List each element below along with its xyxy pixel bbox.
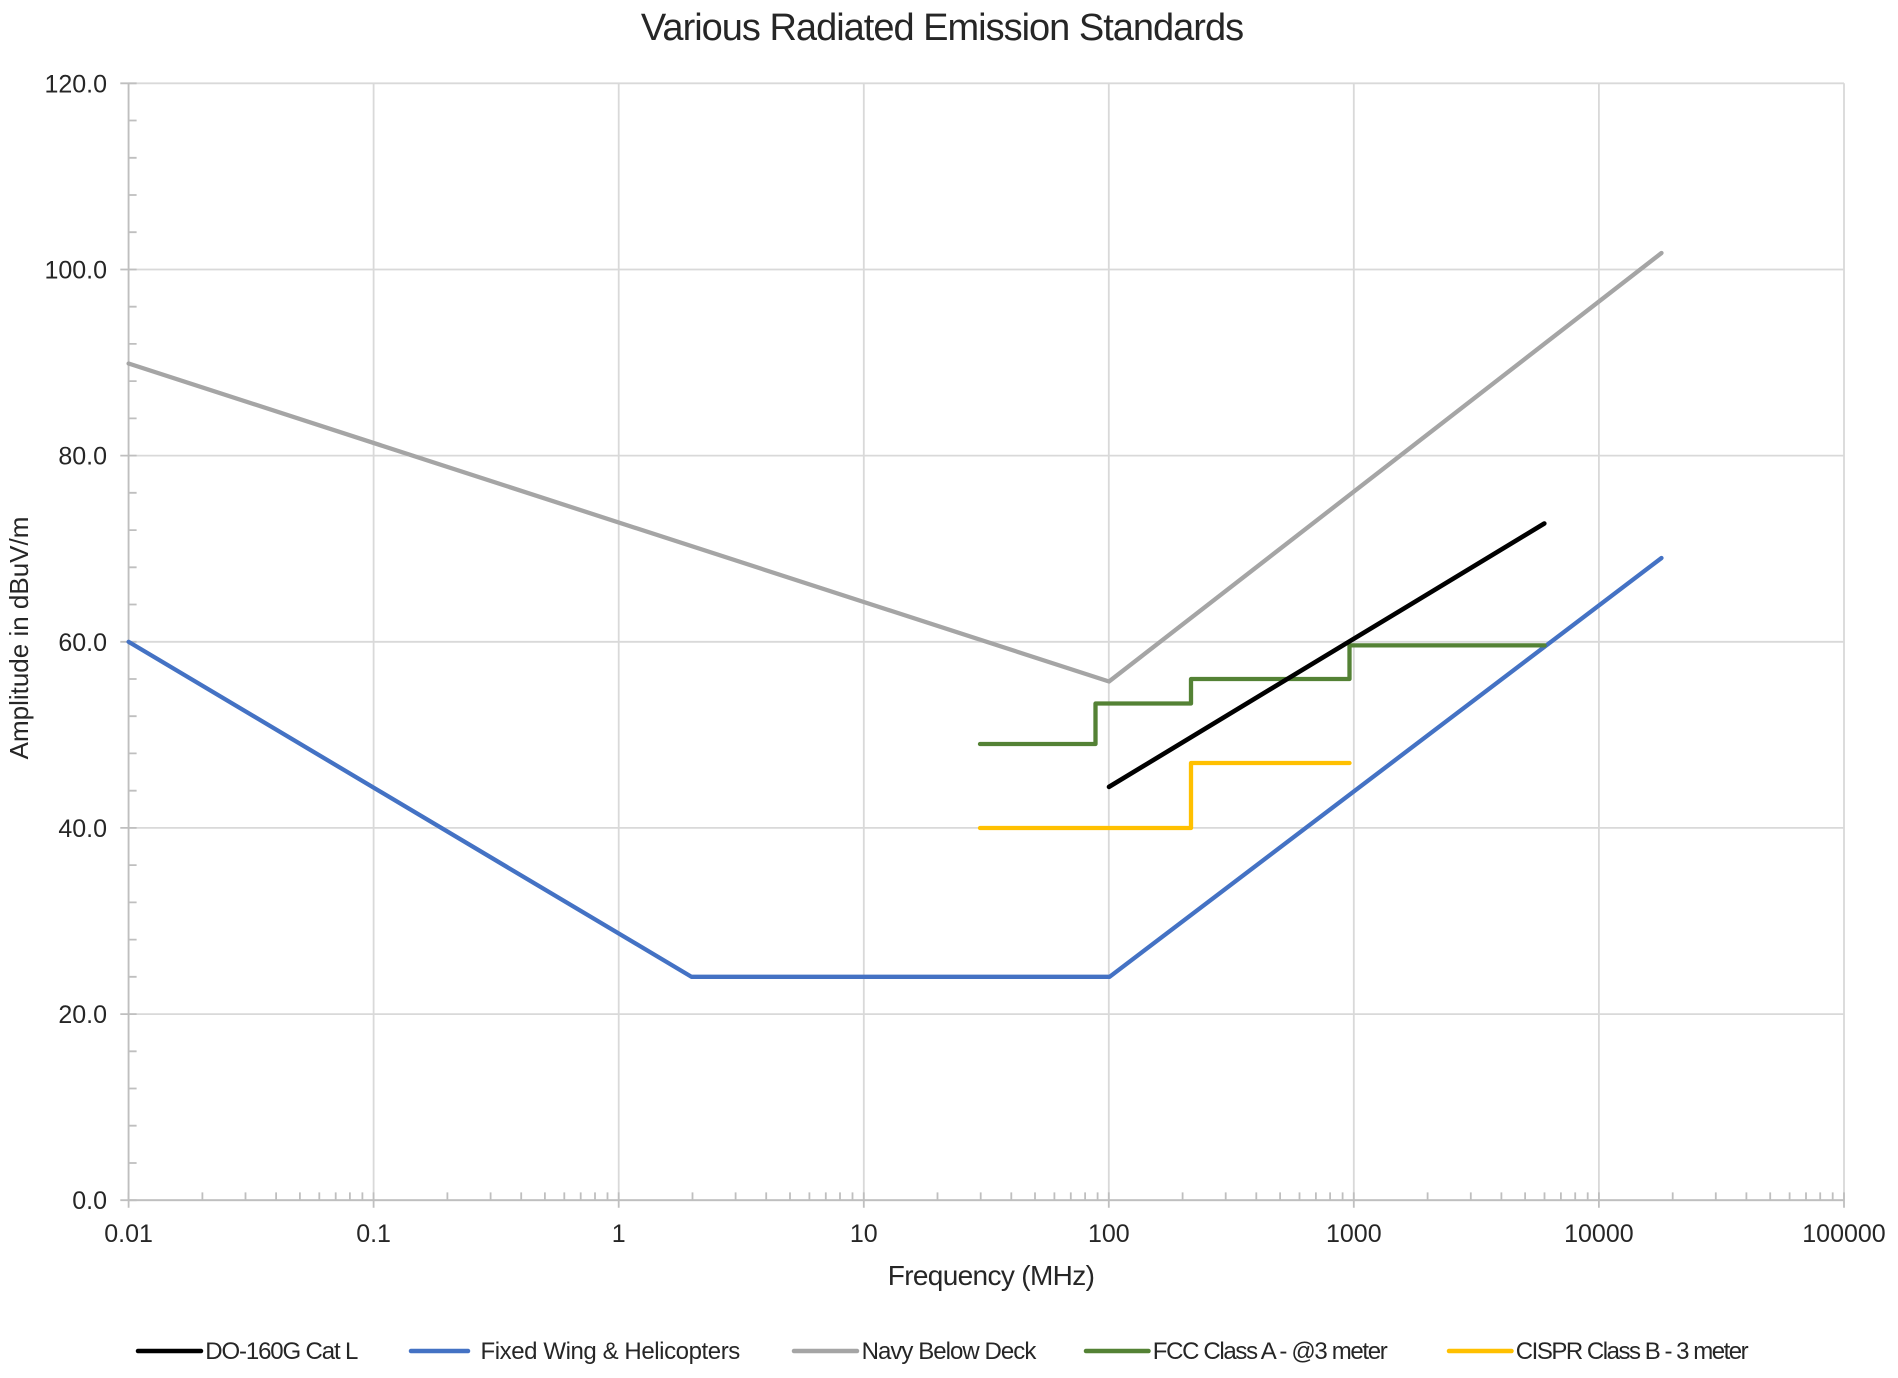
svg-text:Amplitude in dBuV/m: Amplitude in dBuV/m xyxy=(4,517,34,760)
svg-text:80.0: 80.0 xyxy=(58,443,107,471)
svg-text:100: 100 xyxy=(1088,1220,1130,1248)
svg-text:Fixed Wing & Helicopters: Fixed Wing & Helicopters xyxy=(481,1338,741,1365)
svg-text:Navy Below Deck: Navy Below Deck xyxy=(862,1338,1038,1365)
svg-text:Frequency (MHz): Frequency (MHz) xyxy=(888,1260,1095,1291)
svg-text:DO-160G Cat L: DO-160G Cat L xyxy=(205,1338,358,1365)
svg-text:0.0: 0.0 xyxy=(72,1187,107,1215)
svg-text:0.01: 0.01 xyxy=(104,1220,153,1248)
svg-text:100.0: 100.0 xyxy=(44,257,107,285)
svg-text:FCC Class A - @3 meter: FCC Class A - @3 meter xyxy=(1153,1338,1388,1365)
svg-text:Various Radiated Emission Stan: Various Radiated Emission Standards xyxy=(641,7,1243,49)
svg-text:100000: 100000 xyxy=(1802,1220,1885,1248)
svg-text:60.0: 60.0 xyxy=(58,629,107,657)
svg-text:0.1: 0.1 xyxy=(356,1220,391,1248)
svg-text:120.0: 120.0 xyxy=(44,70,107,98)
svg-text:20.0: 20.0 xyxy=(58,1001,107,1029)
svg-text:CISPR Class B - 3 meter: CISPR Class B - 3 meter xyxy=(1516,1338,1749,1365)
svg-text:10: 10 xyxy=(850,1220,878,1248)
svg-text:1000: 1000 xyxy=(1326,1220,1382,1248)
svg-text:40.0: 40.0 xyxy=(58,815,107,843)
svg-text:1: 1 xyxy=(612,1220,626,1248)
svg-text:10000: 10000 xyxy=(1564,1220,1634,1248)
